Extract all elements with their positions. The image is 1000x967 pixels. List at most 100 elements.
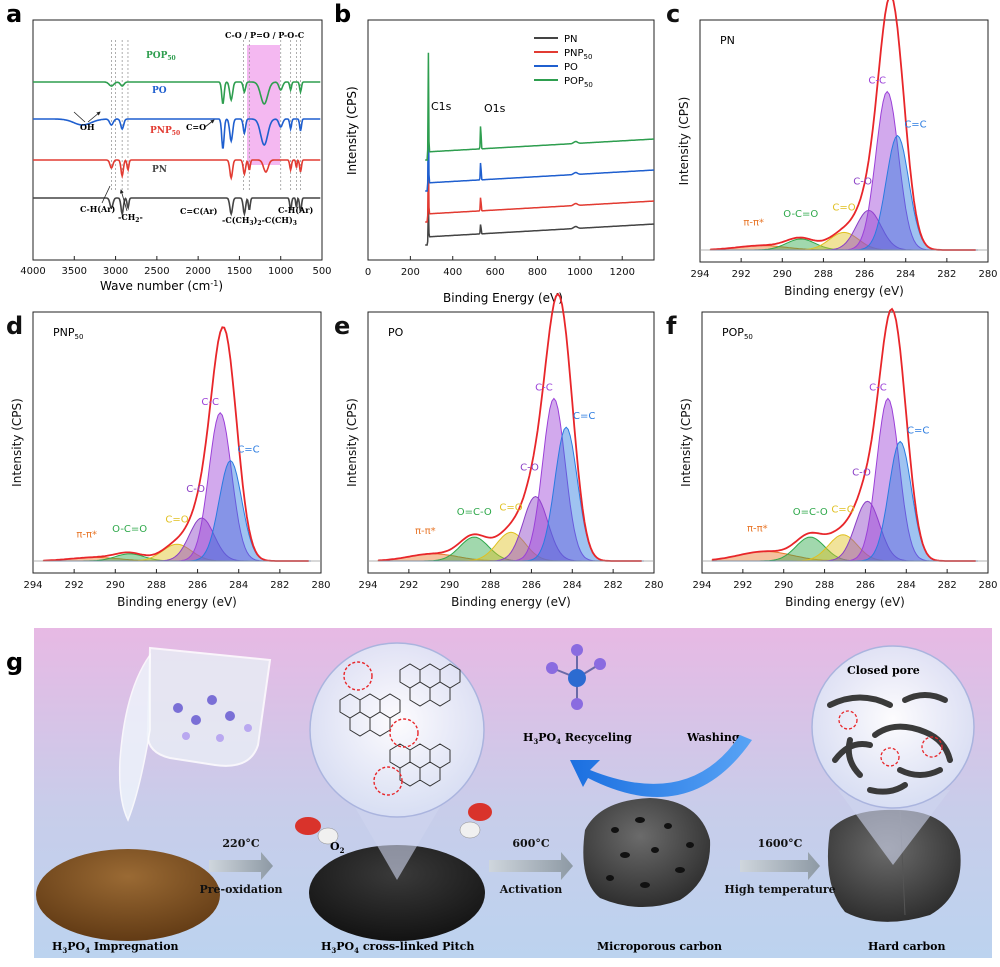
h3po4-atoms: [546, 644, 606, 710]
survey-line-pop50: [425, 52, 655, 161]
tick-label-e-292: 292: [399, 580, 418, 591]
caption-pitch: H3PO4 cross-linked Pitch: [321, 940, 474, 955]
tick-label-a-4000: 4000: [20, 266, 45, 277]
peak-label-e-: π-π*: [415, 526, 436, 537]
peak-label-c-: π-π*: [743, 218, 764, 229]
label-pn-a: PN: [152, 165, 167, 175]
y-axis-label-e: Intensity (CPS): [345, 398, 359, 487]
tick-label-f-284: 284: [897, 580, 916, 591]
tick-label-b-0: 0: [365, 267, 371, 278]
tick-label-a-3000: 3000: [103, 266, 128, 277]
microporous-carbon: [583, 798, 711, 908]
frame-d: [32, 311, 322, 574]
caption-microporous: Microporous carbon: [597, 940, 722, 953]
tick-label-c-288: 288: [814, 269, 833, 280]
tick-label-e-290: 290: [440, 580, 459, 591]
panel-e-xps: e PO 294 292 290 288 286 284 282 280 Binding energ…: [334, 292, 664, 609]
step-arrow-2: [740, 852, 820, 880]
peak-label-e-CC: C-C: [535, 382, 553, 393]
tick-label-d-290: 290: [106, 580, 125, 591]
sample-title-c: PN: [720, 34, 735, 47]
tick-label-c-286: 286: [855, 269, 874, 280]
annotation-oh: OH: [80, 122, 95, 132]
tick-label-e-294: 294: [358, 580, 377, 591]
peak-label-e-CO: C-O: [520, 462, 539, 473]
tick-label-d-282: 282: [270, 580, 289, 591]
panel-c-xps: c PN 294 292 290 288 286 284 282 280 Binding energ…: [666, 0, 998, 298]
pitch-magnifier: [309, 642, 485, 880]
black-powder-pile: [309, 845, 485, 941]
annotation-ch-ar-2: C-H(Ar): [278, 205, 313, 215]
annotation-ch-ar: C-H(Ar): [80, 204, 115, 214]
survey-line-pn: [425, 203, 655, 246]
frame-f: [701, 311, 989, 574]
panel-a-ftir: a 4000 3500 3000 2500 2000 1500 1000 500 Wave n…: [6, 0, 332, 293]
annotation-cch: -C(CH3)2-C(CH)3: [222, 215, 297, 227]
legend-label-3: POP50: [564, 76, 593, 89]
sample-title-d: PNP50: [53, 326, 83, 341]
tick-label-e-282: 282: [604, 580, 623, 591]
label-po-a: PO: [152, 86, 167, 96]
x-axis-label-e: Binding energy (eV): [451, 595, 571, 609]
peak-label-e-CC: C=C: [573, 411, 595, 422]
peak-label-c-CC: C=C: [904, 120, 926, 131]
process-steps: 220°C Pre-oxidation 600°C Activation 1600°C H…: [199, 837, 835, 896]
panel-d-xps: d PNP50 294 292 290 288 286 284 282 280 Binding en…: [6, 311, 331, 609]
tick-label-c-284: 284: [896, 269, 915, 280]
frame-a: [32, 19, 323, 261]
closed-pore-magnifier: [811, 645, 975, 865]
peak-label-o1s: O1s: [484, 102, 506, 115]
tick-label-b-600: 600: [486, 267, 505, 278]
legend-label-1: PNP50: [564, 48, 592, 61]
caption-impregnation: H3PO4 Impregnation: [52, 940, 179, 955]
step-label-2: High temperature: [724, 883, 835, 896]
tick-label-e-280: 280: [644, 580, 663, 591]
peak-label-f-CC: C-C: [869, 382, 887, 393]
tick-label-c-282: 282: [937, 269, 956, 280]
tick-label-f-294: 294: [692, 580, 711, 591]
tick-label-c-294: 294: [690, 269, 709, 280]
step-arrow-0: [209, 852, 273, 880]
tick-label-e-288: 288: [481, 580, 500, 591]
tick-label-b-1000: 1000: [567, 267, 592, 278]
tick-label-d-292: 292: [65, 580, 84, 591]
peak-label-c-CO: C=O: [832, 202, 855, 213]
tick-label-a-500: 500: [312, 266, 331, 277]
tick-label-c-292: 292: [732, 269, 751, 280]
peak-label-c1s: C1s: [431, 100, 452, 113]
envelope-c: [710, 0, 976, 251]
tick-label-b-1200: 1200: [609, 267, 634, 278]
panel-f-xps: f POP50 294 292 290 288 286 284 282 280 Binding en…: [666, 307, 998, 609]
ftir-line-pop50: [33, 81, 321, 105]
sample-title-e: PO: [388, 326, 404, 339]
peak-label-f-: π-π*: [747, 523, 768, 534]
annotation-co-ar: C=O: [186, 122, 206, 132]
y-axis-label-c: Intensity (CPS): [677, 97, 691, 186]
frame-c: [699, 19, 989, 263]
panel-letter-d: d: [6, 312, 23, 340]
envelope-f: [712, 307, 976, 562]
step-arrow-1: [489, 852, 573, 880]
tick-label-d-286: 286: [188, 580, 207, 591]
tick-label-f-282: 282: [938, 580, 957, 591]
tick-label-f-290: 290: [774, 580, 793, 591]
panel-letter-f: f: [666, 312, 677, 340]
peak-label-d-CC: C=C: [237, 445, 259, 456]
component-c-CO: [710, 209, 978, 251]
ftir-line-pnp50: [33, 158, 321, 181]
peak-label-c-OCO: O-C=O: [783, 209, 818, 220]
ch-arrows: [101, 185, 128, 212]
washing-label: Washing: [686, 731, 740, 744]
x-axis-label-b: Binding Energy (eV): [443, 291, 563, 305]
step-label-1: Activation: [499, 883, 563, 896]
panel-letter-a: a: [6, 0, 22, 28]
recycle-arrow: [570, 735, 752, 798]
x-axis-b: 0 200 400 600 800 1000 1200: [365, 256, 635, 278]
annotation-cc-ar: C=C(Ar): [180, 206, 218, 216]
tick-label-a-2500: 2500: [144, 266, 169, 277]
panel-g-schematic: g: [6, 628, 992, 958]
highlight-band: [247, 45, 280, 165]
peak-label-f-OCO: O=C-O: [793, 507, 828, 518]
legend-label-2: PO: [564, 62, 578, 73]
